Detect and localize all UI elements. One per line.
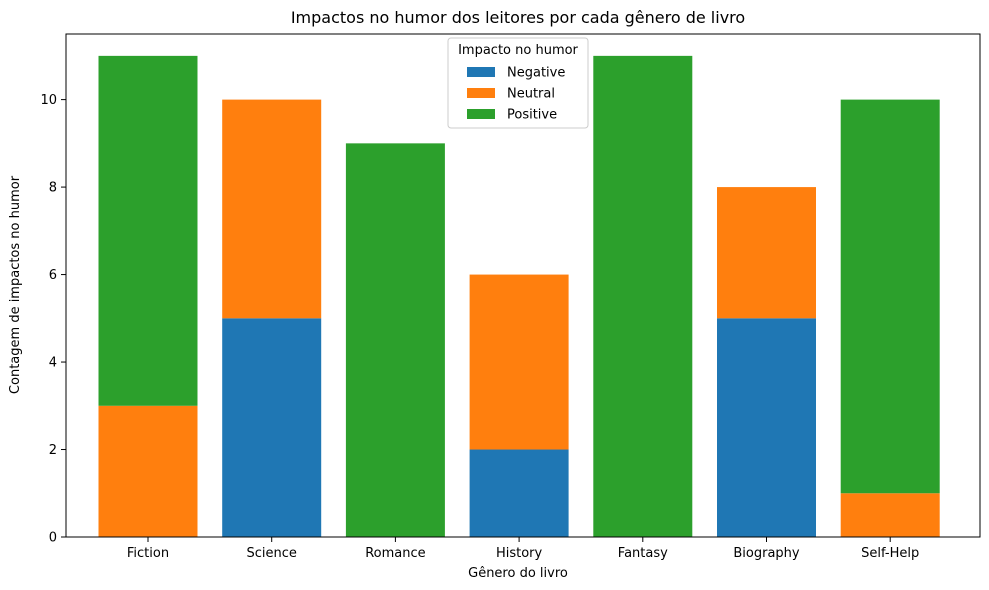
bar-neutral-science <box>222 99 322 319</box>
legend-label-positive: Positive <box>507 108 557 123</box>
x-axis-label: Gênero do livro <box>468 566 568 581</box>
y-tick-label: 10 <box>40 93 57 108</box>
bar-positive-fantasy <box>593 55 693 538</box>
bar-positive-fiction <box>98 55 198 406</box>
bar-negative-science <box>222 318 322 537</box>
x-tick-label: Fantasy <box>618 546 668 561</box>
y-tick-label: 8 <box>49 181 57 196</box>
legend-box <box>447 37 589 129</box>
legend-swatch-positive <box>467 109 495 119</box>
legend-label-negative: Negative <box>507 66 565 81</box>
x-tick-label: History <box>496 546 543 561</box>
plot-frame <box>65 33 981 538</box>
y-tick-label: 2 <box>49 443 57 458</box>
chart-title: Impactos no humor dos leitores por cada … <box>291 8 745 27</box>
bar-neutral-history <box>469 274 569 450</box>
bar-positive-romance <box>345 143 445 537</box>
legend-swatch-negative <box>467 67 495 77</box>
x-tick-label: Self-Help <box>861 546 919 561</box>
x-axis: Fiction Science Romance History Fantasy Biogr… <box>127 537 919 561</box>
y-axis: 0 2 4 6 8 10 <box>40 93 66 546</box>
bar-negative-history <box>469 449 569 537</box>
bar-neutral-self-help <box>840 493 940 537</box>
legend-title: Impacto no humor <box>458 43 578 58</box>
y-tick-label: 6 <box>49 268 57 283</box>
bar-neutral-biography <box>717 187 816 319</box>
y-tick-label: 4 <box>49 356 57 371</box>
x-tick-label: Biography <box>733 546 800 561</box>
y-axis-label: Contagem de impactos no humor <box>8 175 23 394</box>
y-tick-label: 0 <box>49 531 57 546</box>
legend-swatch-neutral <box>467 88 495 98</box>
legend-label-neutral: Neutral <box>507 87 555 102</box>
bar-negative-biography <box>717 318 816 537</box>
bar-neutral-fiction <box>98 405 198 537</box>
legend: Impacto no humor Negative Neutral Positive <box>447 37 589 129</box>
bars-layer <box>98 55 940 538</box>
x-tick-label: Fiction <box>127 546 169 561</box>
bar-positive-self-help <box>840 99 940 494</box>
x-tick-label: Science <box>246 546 296 561</box>
x-tick-label: Romance <box>365 546 425 561</box>
legend-items: Negative Neutral Positive <box>467 66 565 123</box>
